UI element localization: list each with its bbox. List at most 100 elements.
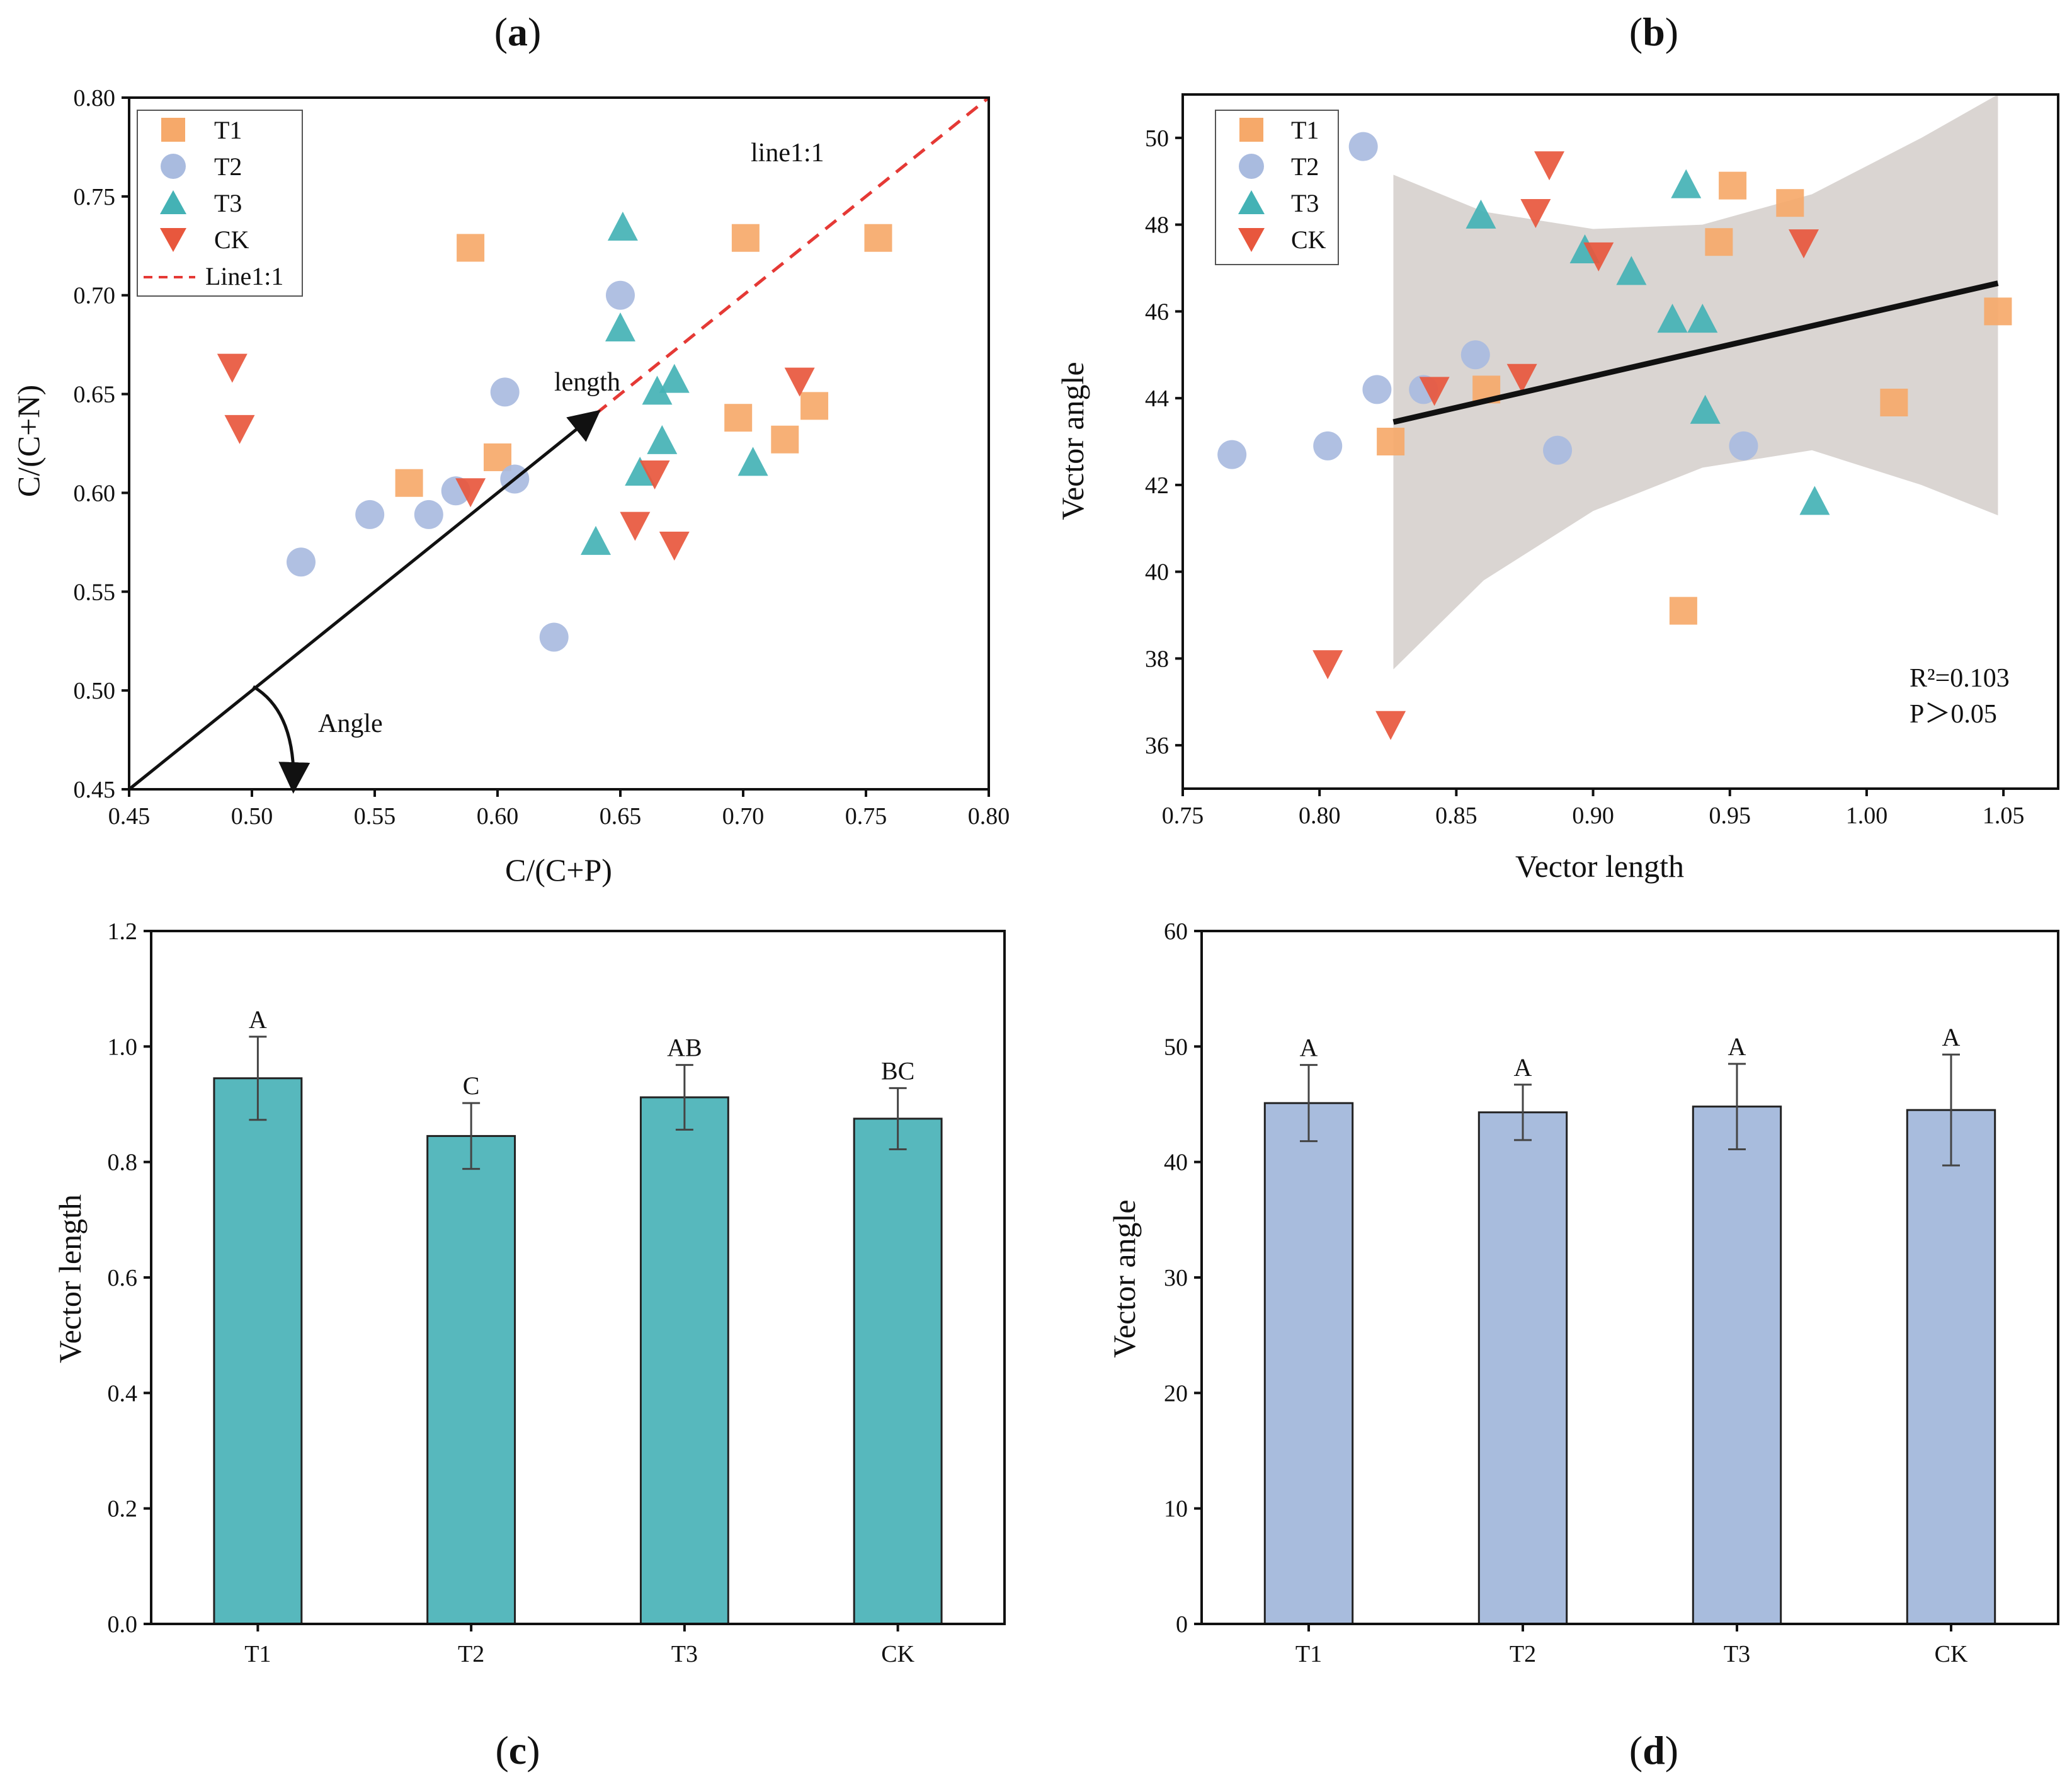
panel-d-y-tick-label: 50 <box>1164 1034 1188 1060</box>
panel-a-legend: T1 T2 T3 CK Line1:1 <box>137 110 303 297</box>
panel-d-significance-letter: A <box>1514 1053 1532 1082</box>
panel-c-bar-t1 <box>213 1077 303 1625</box>
panel-c-y-tick-label: 0.2 <box>108 1496 138 1523</box>
regression-fit-line <box>1392 280 1999 425</box>
panel-d-bar-chart: A A A A T1 T2 T3 CK 0 10 20 30 40 50 60 Vector angle <box>1107 918 2059 1667</box>
panel-c-y-tick-label: 0.4 <box>108 1380 138 1407</box>
point-b-t2 <box>1729 431 1758 460</box>
line-1-1-label: line1:1 <box>751 139 824 168</box>
panel-c-significance-letter: A <box>249 1005 267 1034</box>
point-a-t3 <box>737 447 768 476</box>
panel-a-scatter: length Angle line1:1 0.45 0.50 0.55 0.60 0.6… <box>11 85 1010 888</box>
panel-c-y-axis: 0.0 0.2 0.4 0.6 0.8 1.0 1.2 <box>108 918 151 1638</box>
panel-c-y-tick-label: 0.0 <box>108 1611 138 1638</box>
panel-b-points <box>1217 132 2012 740</box>
point-b-ck <box>1419 377 1450 406</box>
point-a-t2 <box>287 547 316 577</box>
panel-a-y-title: C/(C+N) <box>11 385 46 497</box>
point-b-ck <box>1312 650 1343 680</box>
point-a-t1 <box>457 234 485 262</box>
panel-b-y-tick-label: 42 <box>1145 472 1169 499</box>
panel-a-points <box>217 212 892 652</box>
panel-b-x-tick-label: 0.95 <box>1709 803 1751 829</box>
legend-ck-triangle-marker <box>160 228 186 252</box>
panel-a-x-tick-label: 0.65 <box>600 803 642 830</box>
panel-c-x-tick-label: T2 <box>458 1641 484 1667</box>
point-b-t3 <box>1687 304 1718 333</box>
point-a-t1 <box>484 443 511 471</box>
panel-b-x-tick-label: 0.75 <box>1162 803 1204 829</box>
point-b-t3 <box>1466 199 1496 229</box>
legend-b-ck-label: CK <box>1291 226 1326 254</box>
point-b-t2 <box>1217 440 1247 469</box>
point-b-t3 <box>1799 486 1830 515</box>
panel-b-legend: T1 T2 T3 CK <box>1215 110 1339 265</box>
legend-b-t3-triangle-marker <box>1238 190 1265 214</box>
panel-b-x-axis: 0.75 0.80 0.85 0.90 0.95 1.00 1.05 <box>1162 789 2025 829</box>
panel-a-x-tick-label: 0.80 <box>968 803 1010 830</box>
panel-c-x-tick-label: CK <box>881 1641 914 1667</box>
panel-b-x-tick-label: 1.05 <box>1983 803 2025 829</box>
point-a-ck <box>639 460 670 490</box>
point-a-t1 <box>724 404 753 432</box>
panel-c-bar-t3 <box>639 1096 729 1625</box>
panel-d-significance-letter: A <box>1942 1023 1961 1051</box>
point-a-t1 <box>771 425 799 454</box>
point-a-t3 <box>647 425 678 454</box>
length-annotation: length <box>554 368 620 397</box>
panel-b-y-tick-label: 48 <box>1145 212 1169 239</box>
legend-b-t1-square-marker <box>1239 118 1263 142</box>
p-value-annotation: P＞0.05 <box>1910 700 1997 729</box>
legend-b-t3-label: T3 <box>1291 189 1319 217</box>
panel-d-bars: A A A A <box>1263 1023 1996 1625</box>
point-a-t2 <box>414 500 443 529</box>
panel-a-y-tick-label: 0.75 <box>74 184 116 210</box>
point-b-t2 <box>1313 431 1343 460</box>
panel-a-x-tick-label: 0.70 <box>722 803 765 830</box>
legend-t2-circle-marker <box>161 154 186 179</box>
vector-length-arrow <box>128 409 601 791</box>
point-a-t3 <box>642 375 673 405</box>
point-b-ck <box>1534 151 1565 181</box>
panel-c-x-axis: T1 T2 T3 CK <box>244 1624 915 1667</box>
point-b-t3 <box>1616 256 1647 285</box>
panel-c-x-tick-label: T3 <box>671 1641 698 1667</box>
legend-t2-label: T2 <box>214 152 242 181</box>
point-b-t2 <box>1460 340 1490 370</box>
panel-c-x-tick-label: T1 <box>244 1641 271 1667</box>
point-a-ck <box>659 531 690 561</box>
point-b-t1 <box>1669 597 1697 625</box>
panel-a-x-tick-label: 0.60 <box>477 803 519 830</box>
point-a-t1 <box>800 392 829 420</box>
panel-d-bar-t1 <box>1263 1102 1354 1625</box>
panel-a-y-axis: 0.45 0.50 0.55 0.60 0.65 0.70 0.75 0.80 <box>74 85 129 803</box>
legend-b-t2-circle-marker <box>1239 154 1264 179</box>
panel-a-x-title: C/(C+P) <box>505 852 612 888</box>
point-b-ck <box>1520 198 1551 228</box>
point-b-t3 <box>1657 304 1688 333</box>
legend-t1-square-marker <box>161 118 185 142</box>
legend-t1-label: T1 <box>214 116 242 144</box>
panel-b-y-axis: 36 38 40 42 44 46 48 50 <box>1145 125 1183 759</box>
point-a-t2 <box>606 280 635 310</box>
point-a-t3 <box>625 457 656 486</box>
panel-d-bar-t3 <box>1692 1106 1782 1625</box>
panel-d-x-tick-label: CK <box>1935 1641 1968 1667</box>
panel-c-bar-chart: A C AB BC T1 T2 T3 CK 0.0 0.2 0.4 0.6 0.8 1.0 1.2 Ve… <box>52 918 1006 1667</box>
panel-d-significance-letter: A <box>1300 1034 1318 1062</box>
panel-d-x-tick-label: T2 <box>1510 1641 1536 1667</box>
panel-c-y-tick-label: 0.8 <box>108 1150 138 1176</box>
point-a-t3 <box>659 363 690 393</box>
panel-d-y-axis: 0 10 20 30 40 50 60 <box>1164 918 1202 1638</box>
panel-a-x-tick-label: 0.75 <box>845 803 887 830</box>
point-a-t3 <box>607 212 638 241</box>
panel-a-x-axis: 0.45 0.50 0.55 0.60 0.65 0.70 0.75 0.80 <box>108 789 1010 830</box>
legend-b-t1-label: T1 <box>1291 116 1319 144</box>
point-a-ck <box>224 414 255 444</box>
point-a-t1 <box>731 224 760 252</box>
panel-d-x-tick-label: T3 <box>1724 1641 1750 1667</box>
panel-c-significance-letter: C <box>463 1071 480 1100</box>
point-a-t2 <box>490 377 520 407</box>
panel-b-y-tick-label: 50 <box>1145 125 1169 152</box>
